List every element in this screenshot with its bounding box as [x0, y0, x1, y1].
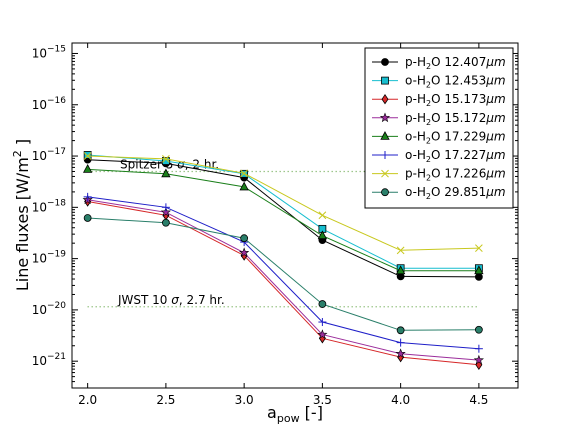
- data-point: [160, 206, 171, 217]
- data-point: [395, 265, 406, 275]
- x-b: [318, 211, 327, 220]
- legend-label: p-H2O 17.226μm: [405, 167, 506, 183]
- x-b: [83, 152, 92, 160]
- legend-marker: [381, 188, 389, 197]
- data-point: [396, 326, 405, 335]
- y-tick-label: 10−18: [32, 198, 67, 214]
- y-tick-label: 10−17: [32, 147, 66, 163]
- x-b: [475, 244, 483, 252]
- y-tick-label: 10−19: [32, 250, 67, 266]
- data-point: [318, 318, 327, 327]
- legend-marker: [380, 131, 390, 140]
- x-b: [240, 169, 248, 178]
- series-6: [83, 152, 483, 255]
- legend-marker: [381, 93, 389, 105]
- data-point: [475, 244, 483, 252]
- x-axis: 2.0 2.5 3.0 3.5 4.0 4.5: [78, 43, 488, 407]
- series-line: [87, 196, 479, 350]
- data-point: [83, 152, 92, 160]
- data-point: [161, 168, 171, 178]
- data-point: [161, 157, 170, 165]
- legend-entry: o-H2O 29.851μm: [372, 185, 506, 201]
- data-point: [83, 151, 92, 159]
- y-axis-label: Line fluxes [W/m2 ]: [11, 139, 32, 291]
- legend-marker: [381, 169, 389, 178]
- y-tick-label: 10−15: [32, 44, 66, 60]
- legend-entry: o-H2O 17.227μm: [372, 148, 506, 164]
- series-5: [83, 192, 483, 353]
- x-tick-label: 2.5: [156, 393, 175, 407]
- data-point: [240, 234, 249, 243]
- x-b: [162, 155, 170, 163]
- data-point: [318, 300, 327, 308]
- series-line: [87, 201, 479, 366]
- legend-entry: o-H2O 12.453μm: [372, 74, 506, 90]
- data-point: [83, 214, 92, 222]
- series-4: [82, 164, 484, 275]
- legend-label: o-H2O 17.229μm: [405, 129, 506, 145]
- data-point: [239, 181, 249, 191]
- series-line: [87, 199, 479, 361]
- series-line: [87, 155, 479, 251]
- data-point: [317, 329, 328, 339]
- reference-line-label: JWST 10 σ, 2.7 hr.: [117, 293, 225, 307]
- legend-marker: [381, 76, 389, 85]
- y-tick-label: 10−16: [32, 96, 67, 112]
- legend-entry: p-H2O 15.172μm: [372, 111, 506, 127]
- legend-label: p-H2O 15.172μm: [405, 111, 506, 127]
- y-tick-label: 10−20: [32, 301, 67, 317]
- x-tick-label: 3.5: [313, 393, 332, 407]
- data-point: [240, 169, 248, 178]
- legend-label: o-H2O 29.851μm: [405, 185, 506, 201]
- data-point: [474, 344, 483, 353]
- legend-box: [364, 47, 514, 209]
- x-tick-label: 4.5: [469, 393, 488, 407]
- series-group: [82, 151, 484, 371]
- x-axis-label: apow [-]: [267, 403, 323, 425]
- legend-label: o-H2O 12.453μm: [405, 74, 506, 90]
- legend-entry: o-H2O 17.229μm: [372, 129, 506, 145]
- data-point: [474, 272, 483, 281]
- y-tick-label: 10−21: [32, 352, 66, 368]
- legend-label: o-H2O 17.227μm: [405, 148, 506, 164]
- data-point: [161, 203, 170, 212]
- data-point: [239, 247, 250, 258]
- series-line: [87, 154, 479, 269]
- legend-label: p-H2O 12.407μm: [405, 55, 506, 71]
- x-tick-label: 4.0: [391, 393, 410, 407]
- x-b: [396, 246, 405, 255]
- data-point: [396, 246, 405, 255]
- legend-marker: [381, 151, 389, 159]
- data-point: [83, 192, 92, 201]
- series-line: [87, 217, 479, 331]
- x-tick-label: 3.0: [235, 393, 254, 407]
- series-line: [87, 159, 479, 278]
- data-point: [317, 230, 328, 240]
- data-point: [473, 354, 484, 365]
- x-b: [381, 169, 389, 178]
- y-axis: 10−21 10−20 10−19 10−18 10−17 10−16 10−15: [32, 44, 518, 389]
- data-point: [82, 164, 93, 173]
- legend-entry: p-H2O 15.173μm: [372, 92, 506, 108]
- legend-entry: p-H2O 12.407μm: [372, 55, 506, 71]
- x-tick-label: 2.0: [78, 393, 97, 407]
- legend-label: p-H2O 15.173μm: [405, 92, 506, 108]
- data-point: [161, 218, 170, 227]
- legend-marker: [379, 112, 391, 123]
- data-point: [318, 211, 327, 220]
- data-point: [395, 348, 406, 359]
- series-7: [83, 214, 483, 335]
- data-point: [474, 265, 484, 275]
- series-line: [87, 168, 479, 272]
- data-point: [474, 325, 483, 334]
- legend: p-H2O 12.407μm o-H2O 12.453μm p-H2O 15.173…: [364, 47, 514, 209]
- data-point: [396, 338, 405, 347]
- legend-marker: [381, 58, 389, 66]
- data-point: [162, 155, 170, 163]
- legend-entry: p-H2O 17.226μm: [372, 167, 506, 183]
